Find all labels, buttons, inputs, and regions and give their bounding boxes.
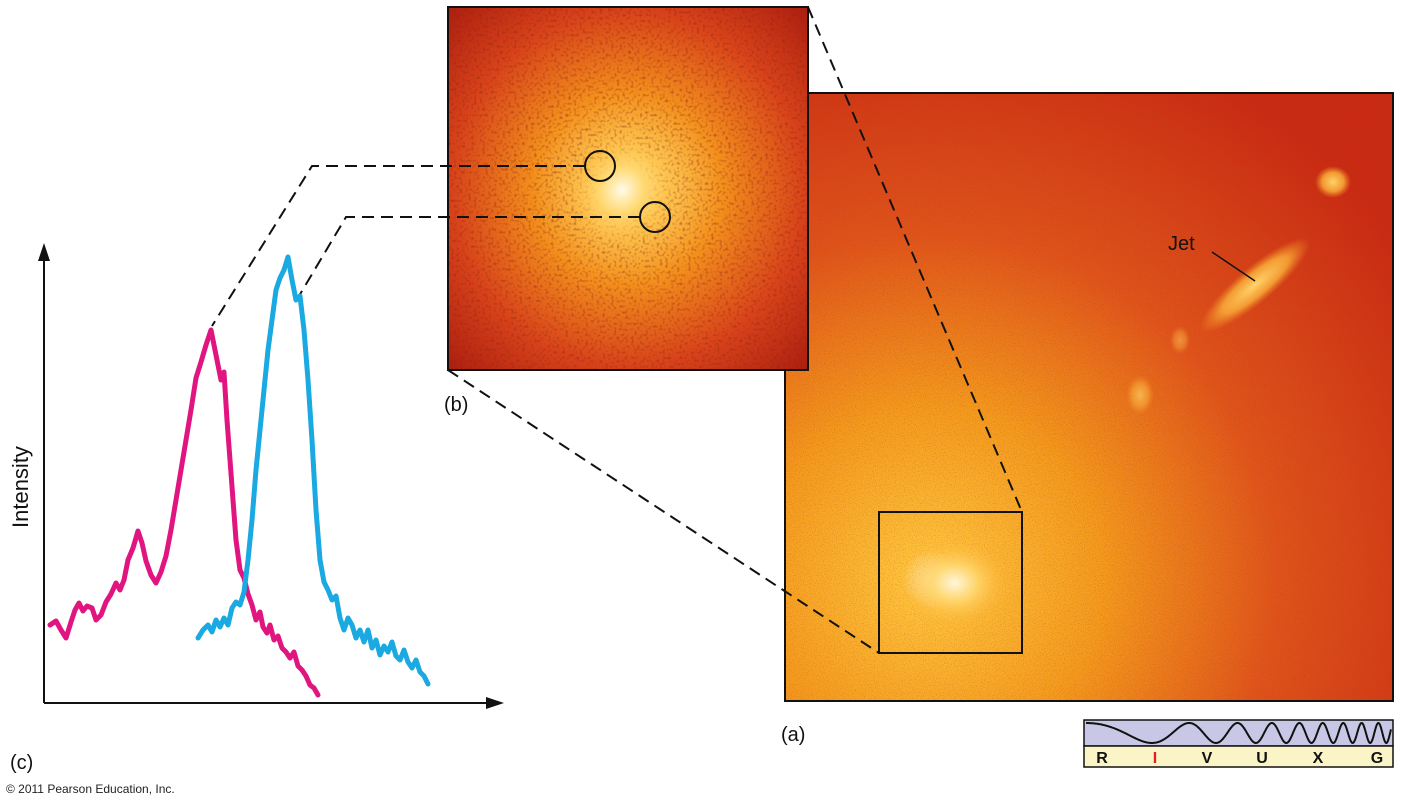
copyright-notice: © 2011 Pearson Education, Inc. xyxy=(6,782,175,796)
y-axis-arrow xyxy=(38,243,50,261)
connector-lines xyxy=(211,6,1023,654)
jet-label: Jet xyxy=(1168,233,1195,255)
panel-label-c: (c) xyxy=(10,752,33,774)
spectrum-letter-i: I xyxy=(1153,750,1157,767)
spectrum-letter-v: V xyxy=(1202,750,1213,767)
wavelength-wave xyxy=(1086,721,1392,745)
zoom-region-box xyxy=(878,511,1023,654)
panel-label-a: (a) xyxy=(781,724,805,746)
y-axis-label: Intensity xyxy=(8,446,33,528)
spectrum-letter-r: R xyxy=(1096,750,1108,767)
core-glow xyxy=(900,538,1010,628)
intensity-graph: Intensity xyxy=(8,243,504,709)
spectrum-curve-magenta xyxy=(47,327,321,698)
panel-label-b: (b) xyxy=(444,394,468,416)
spectrum-letter-band xyxy=(1083,745,1394,768)
spectrum-letter-u: U xyxy=(1256,750,1268,767)
zoomed-core-panel xyxy=(447,6,809,371)
spectrum-curve-cyan xyxy=(195,254,431,687)
galaxy-image-panel xyxy=(784,92,1394,702)
x-axis-arrow xyxy=(486,697,504,709)
spectrum-letter-g: G xyxy=(1371,750,1383,767)
spectrum-letter-x: X xyxy=(1313,750,1324,767)
jet-feature xyxy=(1126,166,1351,415)
jet-pointer-line xyxy=(1211,251,1256,282)
